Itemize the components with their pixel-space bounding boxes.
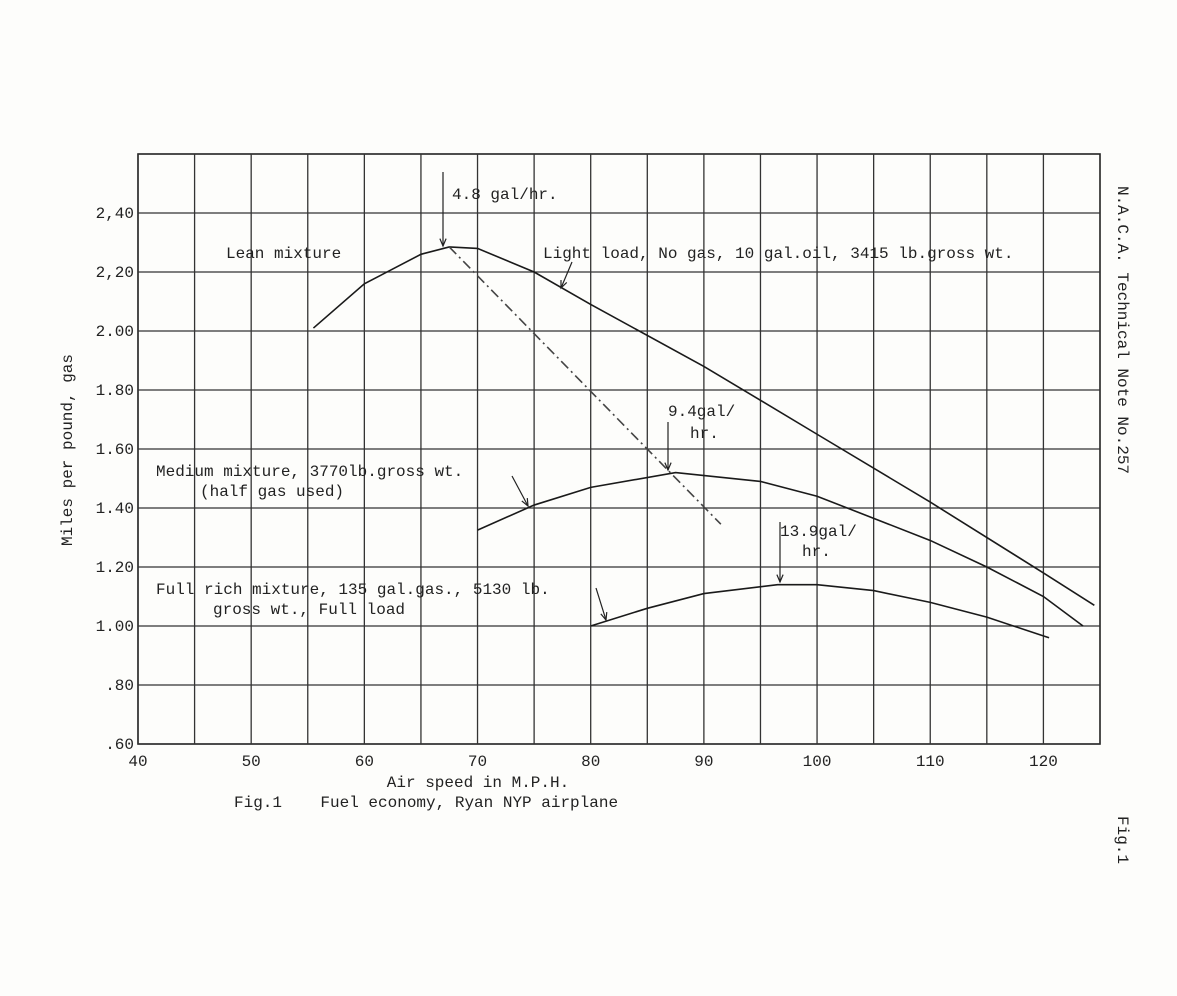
y-tick-label: 1.20 — [96, 559, 134, 577]
side-note: N.A.C.A. Technical Note No.257 — [1113, 186, 1131, 474]
annotation: 9.4gal/ — [668, 403, 735, 421]
x-tick-label: 110 — [916, 753, 945, 771]
annotation: Full rich mixture, 135 gal.gas., 5130 lb… — [156, 581, 550, 599]
curve — [590, 583, 1050, 639]
caption: Fig.1 Fuel economy, Ryan NYP airplane — [234, 794, 618, 812]
curve — [448, 246, 722, 525]
curve — [477, 471, 1084, 627]
x-tick-label: 40 — [128, 753, 147, 771]
y-tick-label: .80 — [105, 677, 134, 695]
x-tick-label: 70 — [468, 753, 487, 771]
y-tick-label: 1.80 — [96, 382, 134, 400]
y-tick-label: 2,40 — [96, 205, 134, 223]
arrow — [560, 261, 573, 289]
annotation: (half gas used) — [200, 483, 344, 501]
annotation: Light load, No gas, 10 gal.oil, 3415 lb.… — [543, 245, 1013, 263]
y-tick-label: .60 — [105, 736, 134, 754]
arrow — [511, 475, 529, 507]
y-tick-label: 1.00 — [96, 618, 134, 636]
arrow — [595, 587, 607, 621]
x-tick-label: 100 — [803, 753, 832, 771]
annotation: Medium mixture, 3770lb.gross wt. — [156, 463, 463, 481]
arrow-head — [560, 279, 568, 290]
x-tick-label: 90 — [694, 753, 713, 771]
arrow-head — [600, 611, 608, 622]
curve — [312, 246, 1095, 607]
page-label: Fig.1 — [1113, 816, 1131, 864]
x-axis-label: Air speed in M.P.H. — [387, 774, 569, 792]
y-tick-label: 2,20 — [96, 264, 134, 282]
annotation: 4.8 gal/hr. — [452, 186, 558, 204]
arrow-head — [439, 238, 447, 248]
x-tick-label: 80 — [581, 753, 600, 771]
arrow-head — [664, 462, 672, 472]
y-tick-label: 2.00 — [96, 323, 134, 341]
annotation: 13.9gal/ — [780, 523, 857, 541]
y-axis-label: Miles per pound, gas — [59, 354, 77, 546]
x-tick-label: 120 — [1029, 753, 1058, 771]
y-tick-label: 1.40 — [96, 500, 134, 518]
annotation: gross wt., Full load — [213, 601, 405, 619]
annotation: Lean mixture — [226, 245, 341, 263]
arrow-head — [521, 497, 529, 508]
x-tick-label: 50 — [242, 753, 261, 771]
x-tick-label: 60 — [355, 753, 374, 771]
y-tick-label: 1.60 — [96, 441, 134, 459]
arrow-head — [776, 574, 784, 584]
annotation: hr. — [690, 425, 719, 443]
annotation: hr. — [802, 543, 831, 561]
